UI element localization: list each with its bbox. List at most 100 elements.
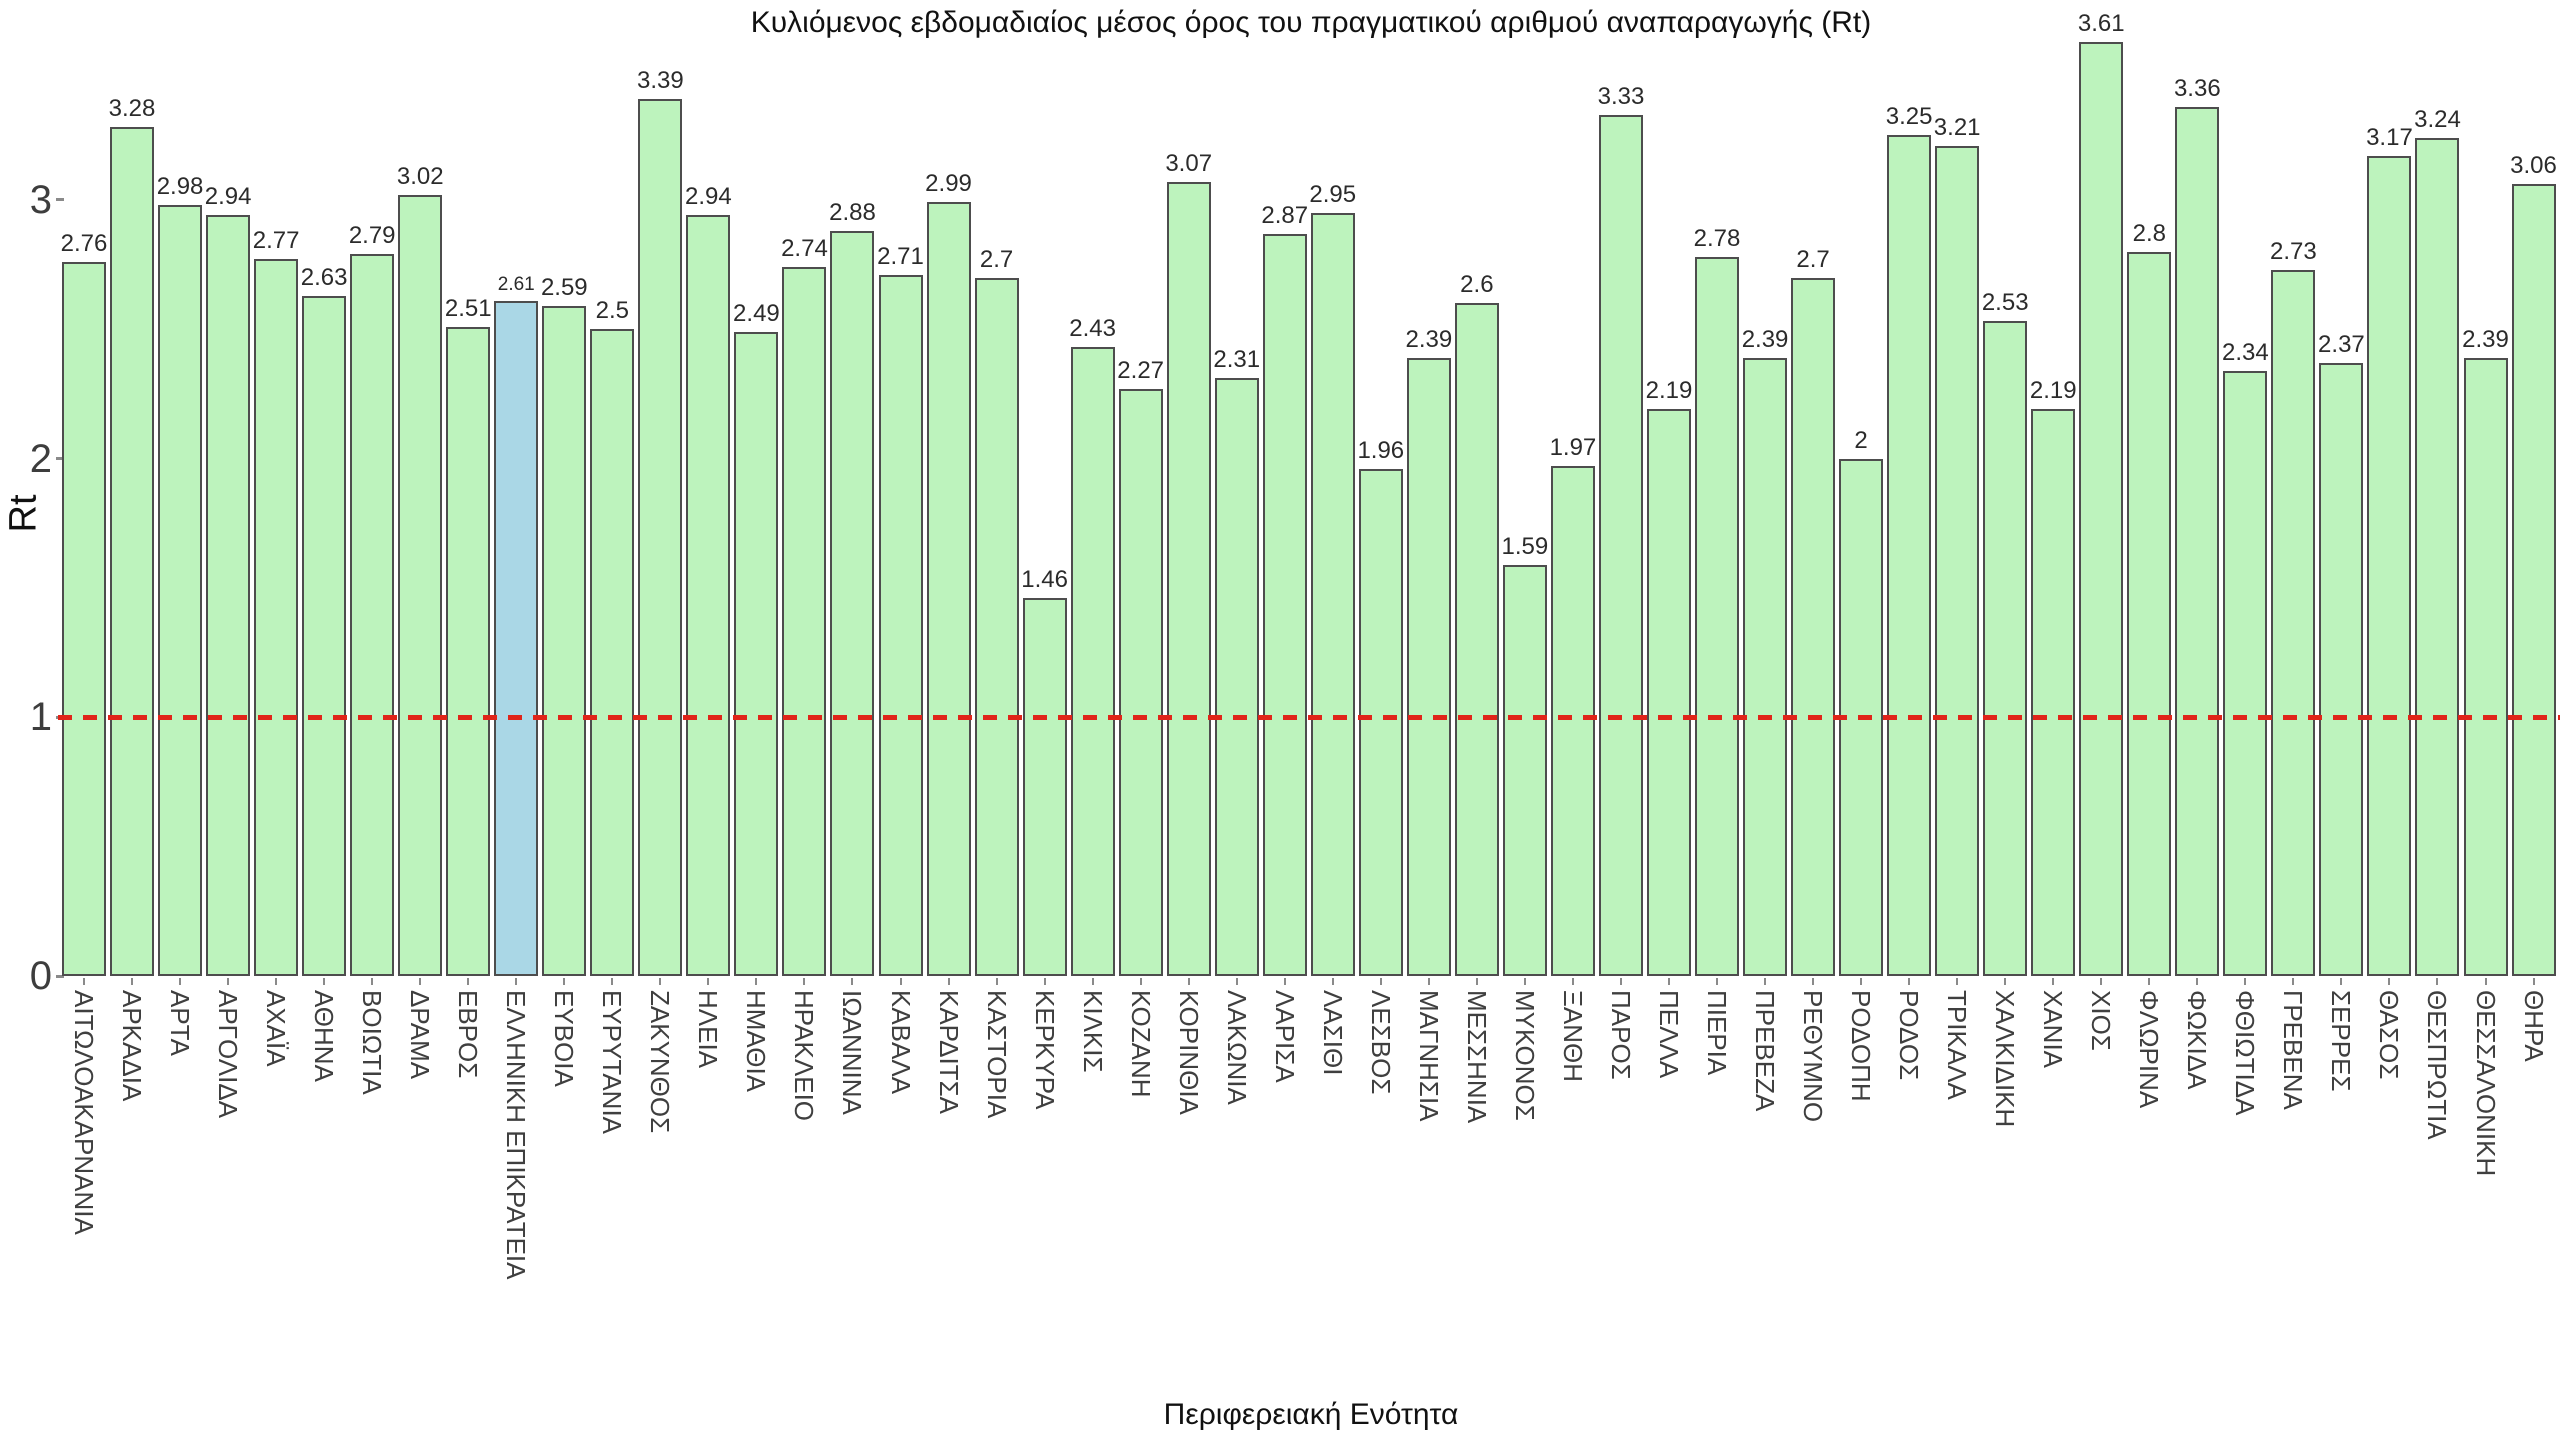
bar-value-label: 2.19 bbox=[2029, 377, 2077, 405]
bar bbox=[1550, 466, 1595, 976]
bar-value-label: 2.37 bbox=[2318, 330, 2365, 358]
x-tick-label: ΛΑΡΙΣΑ bbox=[1269, 990, 1300, 1083]
x-tick-label: ΑΡΚΑΔΙΑ bbox=[117, 990, 148, 1102]
x-tick-mark bbox=[1812, 978, 1815, 985]
x-tick-label: ΕΒΡΟΣ bbox=[453, 990, 484, 1079]
bar-value-label: 2.98 bbox=[156, 173, 204, 201]
bar bbox=[1262, 233, 1307, 976]
bar-value-label: 2.19 bbox=[1645, 377, 1693, 405]
x-tick-mark bbox=[899, 978, 902, 985]
bar-value-label: 2.39 bbox=[1405, 325, 1453, 353]
bar-value-label: 2.31 bbox=[1213, 346, 1261, 374]
y-tick-label: 3 bbox=[29, 177, 52, 222]
x-tick-mark bbox=[1139, 978, 1142, 985]
x-tick-label: ΕΛΛΗΝΙΚΗ ΕΠΙΚΡΑΤΕΙΑ bbox=[501, 990, 532, 1280]
x-tick-mark bbox=[803, 978, 806, 985]
x-tick-mark bbox=[2436, 978, 2439, 985]
x-tick-mark bbox=[659, 978, 662, 985]
bar-value-label: 2.43 bbox=[1069, 315, 1116, 343]
bar bbox=[206, 215, 251, 976]
bar bbox=[398, 194, 443, 976]
bar-value-label: 1.46 bbox=[1021, 566, 1068, 594]
x-tick-label: ΗΛΕΙΑ bbox=[693, 990, 724, 1069]
x-tick-mark bbox=[2196, 978, 2199, 985]
x-axis-label: Περιφερειακή Ενότητα bbox=[1163, 1398, 1459, 1431]
x-tick-label: ΛΕΣΒΟΣ bbox=[1365, 990, 1396, 1095]
bar bbox=[1454, 303, 1499, 976]
x-tick-mark bbox=[611, 978, 614, 985]
x-tick-label: ΘΕΣΠΡΩΤΙΑ bbox=[2422, 990, 2453, 1140]
x-tick-label: ΚΕΡΚΥΡΑ bbox=[1029, 990, 1060, 1110]
bar-value-label: 2.79 bbox=[348, 222, 396, 250]
bar-value-label: 2.53 bbox=[1981, 289, 2029, 317]
bar bbox=[2127, 251, 2172, 976]
x-tick-label: ΒΟΙΩΤΙΑ bbox=[357, 990, 388, 1095]
bar bbox=[878, 274, 923, 976]
x-tick-mark bbox=[1860, 978, 1863, 985]
bar-value-label: 2.49 bbox=[733, 299, 780, 327]
x-tick-label: ΑΙΤΩΛΟΑΚΑΡΝΑΝΙΑ bbox=[69, 990, 99, 1235]
bar bbox=[926, 202, 971, 976]
bar bbox=[254, 259, 299, 976]
x-tick-label: ΛΑΚΩΝΙΑ bbox=[1221, 990, 1252, 1105]
x-tick-mark bbox=[1427, 978, 1430, 985]
x-tick-mark bbox=[1571, 978, 1574, 985]
x-tick-mark bbox=[515, 978, 518, 985]
bar bbox=[1310, 212, 1355, 976]
x-tick-label: ΘΕΣΣΑΛΟΝΙΚΗ bbox=[2470, 990, 2501, 1177]
x-tick-label: ΤΡΙΚΑΛΑ bbox=[1942, 990, 1973, 1100]
y-tick-mark bbox=[56, 457, 64, 461]
x-tick-mark bbox=[755, 978, 758, 985]
bar-highlight-national bbox=[494, 300, 539, 976]
bar bbox=[2463, 357, 2508, 976]
bar bbox=[1214, 378, 1259, 976]
bar-value-label: 2.27 bbox=[1117, 356, 1165, 384]
bar-value-label: 2.63 bbox=[300, 263, 348, 291]
bar-value-label: 2.94 bbox=[685, 183, 732, 211]
x-tick-mark bbox=[2244, 978, 2247, 985]
x-tick-label: ΑΡΓΟΛΙΔΑ bbox=[213, 990, 244, 1119]
x-tick-mark bbox=[2532, 978, 2535, 985]
x-tick-label: ΣΕΡΡΕΣ bbox=[2326, 990, 2357, 1092]
bar-value-label: 3.28 bbox=[108, 95, 156, 123]
x-tick-mark bbox=[2292, 978, 2295, 985]
x-tick-mark bbox=[179, 978, 182, 985]
x-tick-label: ΔΡΑΜΑ bbox=[405, 990, 436, 1080]
bar-value-label: 3.36 bbox=[2173, 74, 2221, 102]
bar bbox=[1743, 357, 1788, 976]
bar bbox=[1791, 277, 1836, 976]
bar-value-label: 2.87 bbox=[1261, 201, 1309, 229]
x-tick-mark bbox=[1667, 978, 1670, 985]
x-tick-label: ΙΩΑΝΝΙΝΑ bbox=[837, 990, 868, 1115]
x-tick-mark bbox=[1523, 978, 1526, 985]
bar-value-label: 2.39 bbox=[2462, 325, 2509, 353]
x-tick-mark bbox=[371, 978, 374, 985]
x-tick-mark bbox=[1764, 978, 1767, 985]
x-tick-label: ΜΕΣΣΗΝΙΑ bbox=[1461, 990, 1492, 1124]
bar-value-label: 2.99 bbox=[925, 170, 972, 198]
x-tick-mark bbox=[851, 978, 854, 985]
bar bbox=[1646, 409, 1691, 976]
bar bbox=[1935, 145, 1980, 976]
x-tick-mark bbox=[2100, 978, 2103, 985]
bar bbox=[2175, 106, 2220, 976]
x-tick-label: ΚΙΛΚΙΣ bbox=[1077, 990, 1108, 1073]
x-tick-label: ΚΟΖΑΝΗ bbox=[1125, 990, 1156, 1098]
y-tick-label: 0 bbox=[29, 954, 52, 998]
x-tick-mark bbox=[131, 978, 134, 985]
x-tick-label: ΘΗΡΑ bbox=[2518, 990, 2549, 1062]
bar bbox=[2415, 137, 2460, 976]
x-tick-mark bbox=[947, 978, 950, 985]
bar bbox=[350, 254, 395, 976]
x-tick-mark bbox=[2052, 978, 2055, 985]
x-tick-label: ΑΡΤΑ bbox=[165, 990, 196, 1056]
bar-value-label: 2.77 bbox=[252, 227, 300, 255]
bar bbox=[1166, 181, 1211, 976]
bar-value-label: 3.25 bbox=[1885, 103, 1933, 131]
bar-value-label: 2.7 bbox=[979, 245, 1014, 273]
bar bbox=[1502, 564, 1547, 976]
x-tick-mark bbox=[1283, 978, 1286, 985]
x-tick-mark bbox=[1619, 978, 1622, 985]
x-tick-mark bbox=[419, 978, 422, 985]
